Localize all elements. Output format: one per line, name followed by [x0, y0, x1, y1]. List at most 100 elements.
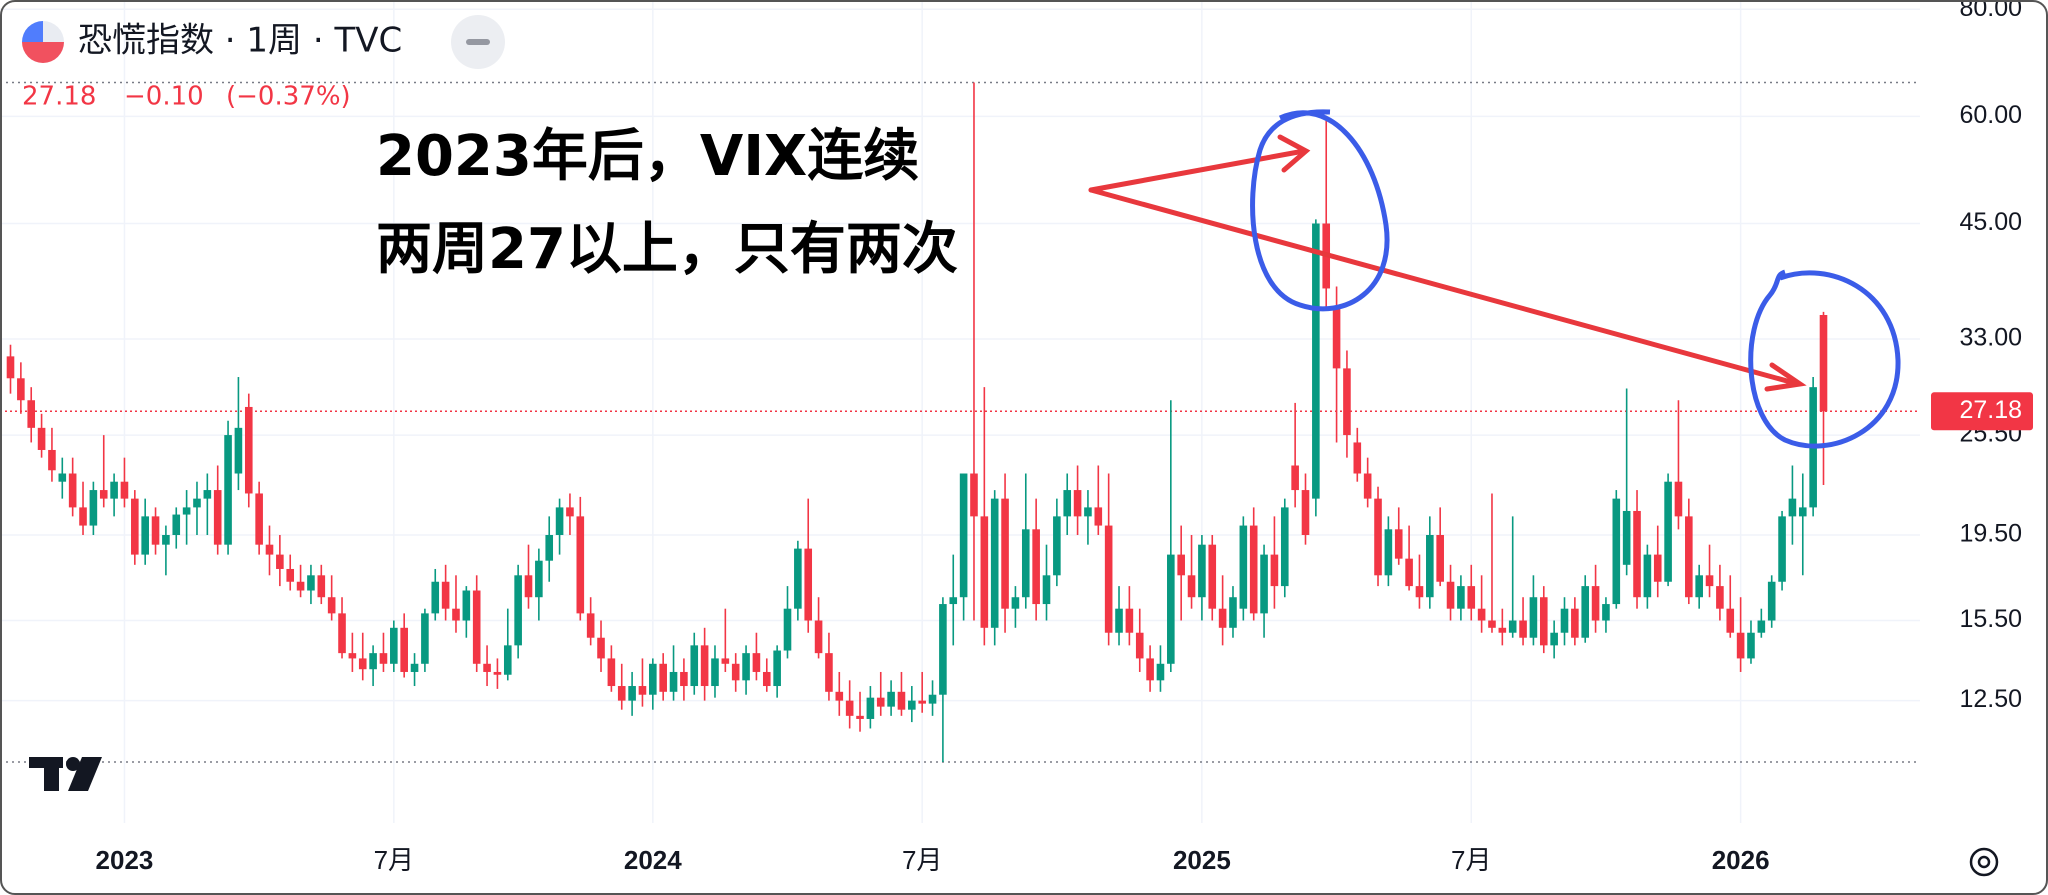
- logo-part: [66, 757, 80, 771]
- candle-body: [1063, 490, 1072, 517]
- candle-body: [1581, 586, 1590, 638]
- candle-body: [1218, 608, 1227, 628]
- candle-body: [131, 498, 139, 555]
- candle-body: [1736, 632, 1745, 659]
- candle-body: [607, 658, 616, 687]
- candle-body: [307, 575, 315, 591]
- candle-body: [296, 581, 305, 591]
- candle-body: [628, 686, 636, 701]
- price-tag: [1931, 392, 2033, 431]
- candle-body: [493, 671, 502, 675]
- x-tick-label: 7月: [902, 845, 942, 875]
- candle-body: [1488, 620, 1496, 628]
- candle-body: [566, 507, 574, 517]
- candle-body: [1353, 442, 1362, 474]
- arrow-head: [1277, 134, 1311, 173]
- candle-body: [317, 575, 326, 598]
- arrow: [1088, 187, 1801, 387]
- candle-body: [731, 663, 740, 681]
- candle-body: [752, 653, 761, 672]
- candle-body: [804, 548, 813, 621]
- candle-body: [1301, 490, 1310, 535]
- candle-body: [48, 449, 56, 471]
- candle-body: [1405, 558, 1413, 587]
- candle-body: [545, 534, 554, 561]
- candle-body: [410, 663, 419, 672]
- candle-body: [348, 653, 357, 659]
- candle-body: [659, 663, 667, 692]
- candle-body: [1374, 498, 1382, 576]
- candle-body: [338, 613, 346, 654]
- tradingview-logo: [29, 757, 102, 791]
- candle-body: [1477, 608, 1486, 621]
- circles: [1250, 109, 1901, 449]
- flag-canton: [22, 21, 43, 42]
- candle-body: [638, 686, 647, 695]
- settings-button[interactable]: [1969, 847, 1999, 877]
- candle-body: [1798, 507, 1807, 517]
- candle-body: [276, 554, 284, 569]
- price-tag-label: 27.18: [1959, 396, 2022, 424]
- candle-body: [1716, 586, 1724, 609]
- candle-body: [1053, 516, 1061, 576]
- candle-body: [928, 694, 937, 704]
- candle-body: [1177, 554, 1185, 576]
- candle-body: [1550, 632, 1558, 646]
- candle-body: [1125, 608, 1134, 633]
- last-price: 27.18: [22, 82, 96, 112]
- annotation-line: 两周27以上，只有两次: [376, 217, 958, 282]
- candle-body: [825, 653, 833, 692]
- candle-body: [1270, 554, 1279, 587]
- candle-body: [58, 473, 67, 482]
- candle-body: [1705, 575, 1714, 587]
- y-tick-label: 12.50: [1959, 685, 2022, 713]
- candle-body: [1415, 586, 1424, 598]
- collapse-icon[interactable]: [466, 39, 490, 45]
- candle-body: [110, 481, 118, 499]
- candle-body: [1280, 507, 1289, 587]
- candle-body: [1363, 473, 1372, 499]
- circle: [1250, 109, 1390, 312]
- candle-body: [379, 653, 388, 664]
- y-tick-label: 80.00: [1959, 0, 2022, 22]
- candle-body: [151, 516, 160, 545]
- candle-body: [856, 715, 864, 719]
- candle-body: [193, 498, 201, 508]
- candle-body: [1602, 604, 1610, 621]
- candles: [6, 82, 1828, 763]
- logo-part: [68, 757, 102, 791]
- candle-body: [949, 597, 958, 605]
- candle-body: [555, 507, 564, 535]
- candle-body: [213, 490, 222, 545]
- candle-body: [1778, 516, 1786, 582]
- candle-body: [182, 507, 191, 515]
- candle-body: [617, 686, 626, 701]
- candle-body: [234, 427, 243, 474]
- candle-body: [959, 473, 968, 598]
- candle-body: [327, 597, 336, 614]
- candle-body: [483, 663, 491, 672]
- candle-body: [265, 544, 274, 555]
- y-tick-label: 33.00: [1959, 324, 2022, 352]
- grid: [0, 0, 1920, 823]
- candle-body: [431, 581, 440, 614]
- candle-body: [1239, 525, 1248, 609]
- candle-body: [1467, 586, 1476, 609]
- candle-body: [1073, 490, 1082, 517]
- x-tick-label: 2023: [96, 845, 154, 875]
- settings-icon[interactable]: [1977, 855, 1991, 869]
- arrows: [1088, 134, 1807, 392]
- candle-body: [1384, 529, 1393, 576]
- y-tick-label: 19.50: [1959, 520, 2022, 548]
- settings-icon[interactable]: [1969, 847, 1999, 877]
- candle-body: [162, 534, 170, 545]
- candle-body: [503, 645, 512, 675]
- candle-body: [866, 697, 875, 719]
- candle-body: [1167, 554, 1175, 664]
- candle-body: [1312, 223, 1320, 499]
- candle-body: [1819, 314, 1828, 412]
- candle-body: [1508, 620, 1517, 633]
- candle-body: [835, 691, 844, 701]
- candle-body: [358, 658, 367, 670]
- candle-body: [1633, 510, 1641, 598]
